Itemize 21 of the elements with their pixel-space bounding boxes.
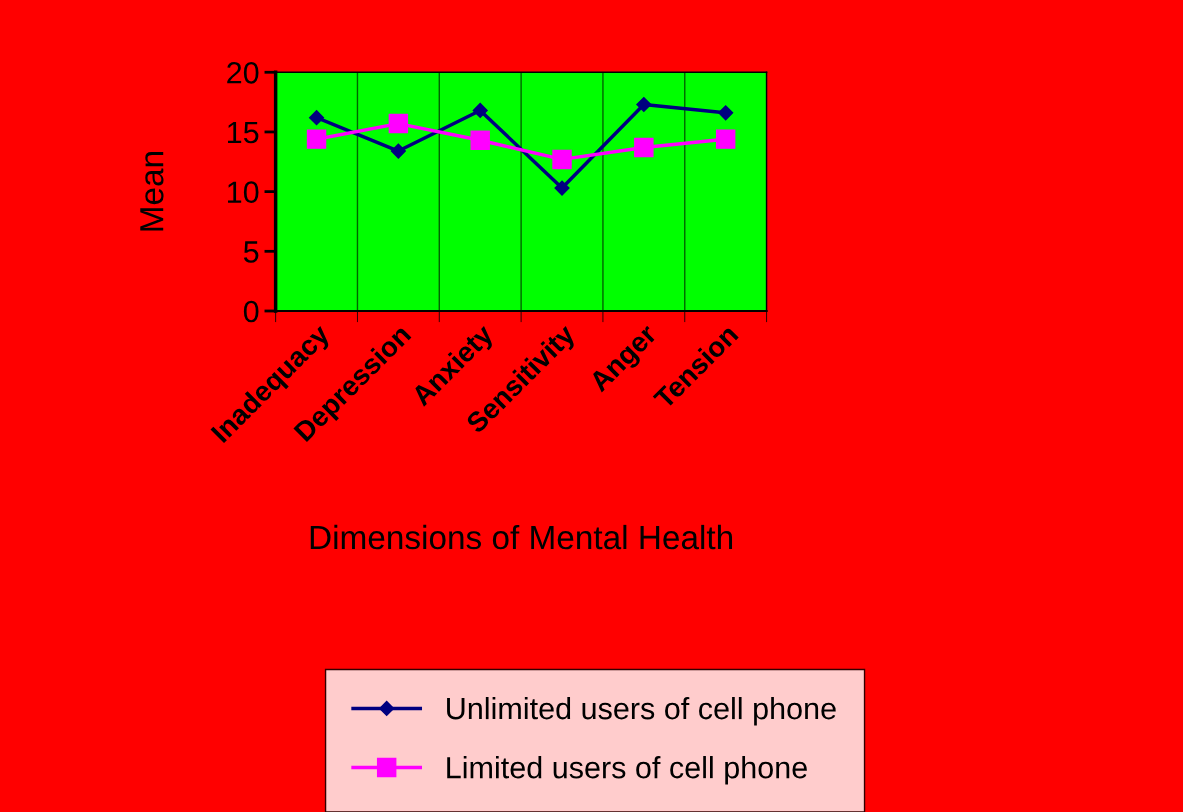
point	[715, 129, 736, 149]
y-tick-label: 5	[243, 241, 259, 263]
point	[390, 143, 406, 159]
y-tick-label: 0	[243, 300, 259, 323]
y-tick-label: 15	[228, 122, 259, 144]
point	[718, 105, 734, 121]
y-axis-title: Mean	[140, 152, 164, 231]
point	[634, 137, 654, 158]
legend-label: Unlimited users of cell phone	[447, 696, 836, 726]
point	[306, 129, 327, 149]
point	[388, 113, 409, 134]
y-tick-label: 10	[228, 181, 259, 203]
legend-label: Limited users of cell phone	[447, 756, 807, 785]
y-tick-label: 20	[227, 62, 259, 84]
point	[308, 110, 325, 126]
point	[552, 149, 572, 170]
point	[554, 180, 570, 196]
point	[636, 96, 652, 113]
point	[470, 130, 490, 151]
point	[472, 102, 488, 119]
x-axis-title: Dimensions of Mental Health	[310, 524, 733, 550]
